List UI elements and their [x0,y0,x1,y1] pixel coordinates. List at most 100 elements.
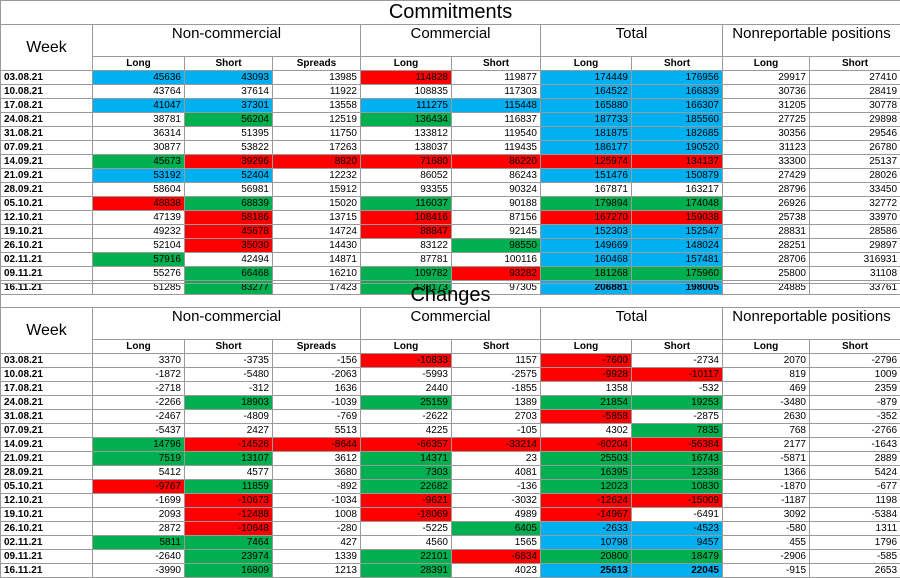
non-commercial-header: Non-commercial [93,308,361,340]
value-cell: 125974 [541,155,632,169]
value-cell: -5384 [810,508,900,522]
value-cell: 19253 [632,396,723,410]
value-cell: 164522 [541,85,632,99]
value-cell: 186177 [541,141,632,155]
value-cell: 1565 [452,536,541,550]
value-cell: -2906 [723,550,810,564]
value-cell: 14871 [273,253,361,267]
value-cell: 3680 [273,466,361,480]
value-cell: 3612 [273,452,361,466]
week-date: 21.09.21 [1,452,93,466]
value-cell: 455 [723,536,810,550]
value-cell: 45673 [93,155,185,169]
value-cell: 150879 [632,169,723,183]
value-cell: 52404 [185,169,273,183]
value-cell: 166839 [632,85,723,99]
value-cell: 9457 [632,536,723,550]
value-cell: 29917 [723,71,810,85]
value-cell: 115448 [452,99,541,113]
value-cell: 117303 [452,85,541,99]
value-cell: 56204 [185,113,273,127]
value-cell: 149669 [541,239,632,253]
value-cell: 53192 [93,169,185,183]
week-date: 03.08.21 [1,71,93,85]
value-cell: 37614 [185,85,273,99]
value-cell: 2093 [93,508,185,522]
value-cell: 7303 [361,466,452,480]
total-header: Total [541,25,723,57]
value-cell: 38781 [93,113,185,127]
value-cell: 48838 [93,197,185,211]
value-cell: -4809 [185,410,273,424]
value-cell: 45678 [185,225,273,239]
value-cell: 86220 [452,155,541,169]
value-cell: 1009 [810,368,900,382]
week-date: 05.10.21 [1,197,93,211]
value-cell: 42494 [185,253,273,267]
column-subheader: Long [361,340,452,354]
value-cell: 119877 [452,71,541,85]
value-cell: 2630 [723,410,810,424]
column-subheader: Spreads [273,340,361,354]
value-cell: 86243 [452,169,541,183]
value-cell: 2889 [810,452,900,466]
column-subheader: Long [723,340,810,354]
value-cell: -5480 [185,368,273,382]
value-cell: 33300 [723,155,810,169]
value-cell: 28796 [723,183,810,197]
value-cell: -6491 [632,508,723,522]
value-cell: 174449 [541,71,632,85]
value-cell: 119540 [452,127,541,141]
value-cell: -5858 [541,410,632,424]
value-cell: 16743 [632,452,723,466]
value-cell: 43093 [185,71,273,85]
value-cell: 66468 [185,267,273,281]
value-cell: -892 [273,480,361,494]
value-cell: 111275 [361,99,452,113]
value-cell: 45636 [93,71,185,85]
value-cell: 2440 [361,382,452,396]
week-date: 14.09.21 [1,438,93,452]
value-cell: 25800 [723,267,810,281]
value-cell: -15009 [632,494,723,508]
commercial-header: Commercial [361,308,541,340]
value-cell: -4523 [632,522,723,536]
value-cell: 7464 [185,536,273,550]
value-cell: 18903 [185,396,273,410]
value-cell: -1855 [452,382,541,396]
value-cell: 25137 [810,155,900,169]
value-cell: -585 [810,550,900,564]
value-cell: 190520 [632,141,723,155]
week-date: 10.08.21 [1,368,93,382]
value-cell: 22682 [361,480,452,494]
value-cell: 15912 [273,183,361,197]
value-cell: 33450 [810,183,900,197]
week-date: 03.08.21 [1,354,93,368]
week-date: 12.10.21 [1,211,93,225]
column-subheader: Short [810,340,900,354]
value-cell: -769 [273,410,361,424]
value-cell: 5513 [273,424,361,438]
value-cell: 116837 [452,113,541,127]
value-cell: 159038 [632,211,723,225]
value-cell: 27410 [810,71,900,85]
value-cell: 1636 [273,382,361,396]
value-cell: 136434 [361,113,452,127]
value-cell: 90324 [452,183,541,197]
value-cell: -1872 [93,368,185,382]
value-cell: -879 [810,396,900,410]
value-cell: 35030 [185,239,273,253]
value-cell: 2872 [93,522,185,536]
value-cell: 4560 [361,536,452,550]
value-cell: 15020 [273,197,361,211]
value-cell: 83122 [361,239,452,253]
